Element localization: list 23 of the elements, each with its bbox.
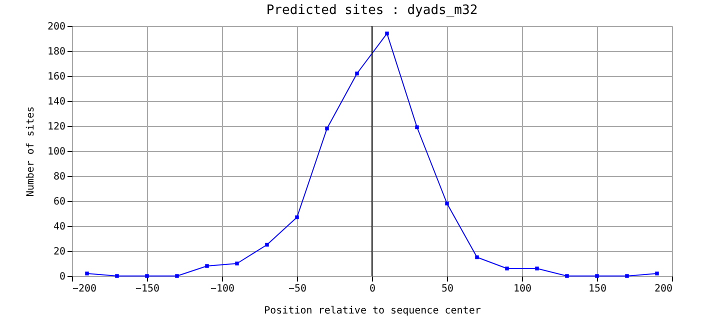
x-tick-label: −200 [72, 284, 97, 294]
chart-title: Predicted sites : dyads_m32 [266, 3, 478, 18]
x-tick-label: −50 [288, 284, 307, 294]
y-tick-label: 20 [53, 246, 66, 258]
y-tick-label: 80 [53, 172, 66, 182]
x-tick-label: 100 [513, 284, 532, 294]
x-axis-title: Position relative to sequence center [264, 306, 481, 316]
y-tick-label: 120 [47, 122, 66, 132]
x-tick-label: 50 [441, 284, 454, 294]
y-tick-label: 100 [47, 146, 66, 158]
y-axis-title: Number of sites [25, 106, 36, 197]
y-tick-label: 0 [59, 272, 66, 282]
y-tick-label: 40 [53, 222, 66, 232]
y-tick-label: 160 [47, 72, 66, 82]
y-tick-label: 140 [47, 96, 66, 108]
x-tick-label: 0 [369, 284, 376, 294]
y-tick-label: 60 [53, 196, 66, 208]
x-tick-label: 150 [588, 284, 607, 294]
y-tick-label: 180 [47, 46, 66, 58]
x-tick-label: −100 [210, 284, 235, 294]
x-tick-label: 200 [654, 284, 672, 294]
x-tick-label: −150 [135, 284, 160, 294]
y-tick-label: 200 [47, 22, 66, 32]
